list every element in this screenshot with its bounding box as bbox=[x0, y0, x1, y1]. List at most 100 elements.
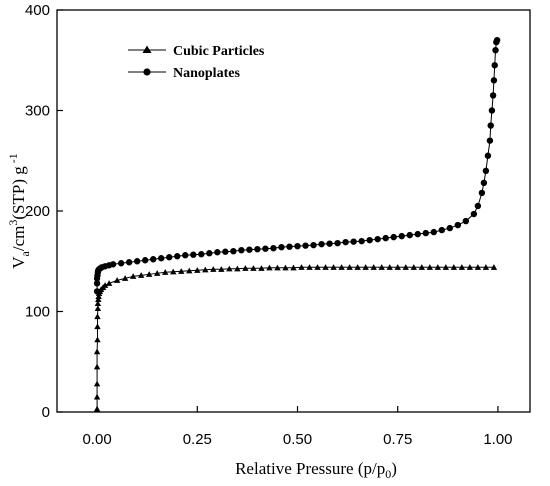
data-point-cubic-particles bbox=[101, 282, 109, 288]
data-point-cubic-particles bbox=[93, 363, 101, 370]
data-point-cubic-particles bbox=[370, 264, 377, 270]
data-point-nanoplates bbox=[390, 233, 397, 241]
data-point-nanoplates bbox=[141, 257, 149, 264]
data-point-cubic-particles bbox=[145, 271, 153, 277]
legend-marker-triangle bbox=[142, 45, 152, 53]
data-point-nanoplates bbox=[454, 221, 462, 229]
data-point-nanoplates bbox=[190, 251, 197, 258]
data-point-nanoplates bbox=[133, 258, 141, 265]
y-tick-label: 400 bbox=[25, 2, 50, 19]
legend-marker-circle bbox=[143, 68, 151, 76]
data-point-cubic-particles bbox=[402, 264, 409, 270]
data-point-cubic-particles bbox=[410, 264, 417, 270]
data-point-nanoplates bbox=[487, 122, 494, 129]
data-point-nanoplates bbox=[270, 244, 277, 252]
y-tick-label: 300 bbox=[25, 103, 50, 120]
data-point-nanoplates bbox=[484, 152, 492, 159]
data-point-nanoplates bbox=[406, 231, 413, 239]
data-point-nanoplates bbox=[222, 248, 229, 255]
data-point-nanoplates bbox=[125, 259, 133, 266]
data-point-cubic-particles bbox=[306, 264, 313, 270]
data-point-cubic-particles bbox=[129, 273, 137, 279]
series-layer bbox=[93, 36, 501, 412]
data-point-nanoplates bbox=[489, 92, 497, 99]
legend: Cubic Particles Nanoplates bbox=[128, 44, 265, 81]
data-point-nanoplates bbox=[492, 47, 499, 54]
data-point-cubic-particles bbox=[330, 264, 337, 270]
data-point-nanoplates bbox=[398, 232, 405, 240]
y-tick-label: 200 bbox=[25, 203, 50, 220]
data-point-nanoplates bbox=[198, 251, 205, 258]
data-point-cubic-particles bbox=[346, 264, 353, 270]
data-point-cubic-particles bbox=[113, 277, 121, 283]
x-axis-ticks: 0.00 0.25 0.50 0.75 1.00 bbox=[82, 406, 513, 448]
legend-entry-cubic-particles: Cubic Particles bbox=[128, 44, 265, 59]
data-point-nanoplates bbox=[488, 107, 496, 114]
y-axis-ticks: 0 100 200 300 400 bbox=[25, 2, 63, 421]
data-point-cubic-particles bbox=[418, 264, 425, 270]
data-point-cubic-particles bbox=[298, 264, 305, 270]
data-point-cubic-particles bbox=[137, 272, 145, 278]
data-point-cubic-particles bbox=[93, 380, 101, 387]
data-point-nanoplates bbox=[109, 261, 117, 268]
data-point-cubic-particles bbox=[426, 264, 433, 270]
data-point-cubic-particles bbox=[442, 264, 450, 270]
data-point-cubic-particles bbox=[250, 265, 257, 271]
data-point-cubic-particles bbox=[258, 265, 265, 271]
data-point-cubic-particles bbox=[322, 264, 329, 270]
data-point-cubic-particles bbox=[266, 264, 273, 271]
series-line-nanoplates bbox=[96, 39, 498, 292]
data-point-nanoplates bbox=[93, 288, 101, 295]
data-point-nanoplates bbox=[326, 240, 333, 247]
data-point-cubic-particles bbox=[210, 266, 217, 272]
data-point-cubic-particles bbox=[314, 264, 321, 270]
data-point-nanoplates bbox=[158, 255, 165, 262]
data-point-nanoplates bbox=[430, 228, 437, 236]
data-point-nanoplates bbox=[93, 280, 101, 287]
data-point-nanoplates bbox=[462, 217, 470, 225]
data-point-cubic-particles bbox=[95, 296, 102, 302]
data-point-cubic-particles bbox=[218, 266, 225, 272]
data-point-cubic-particles bbox=[274, 264, 281, 271]
data-point-cubic-particles bbox=[202, 266, 209, 273]
data-point-nanoplates bbox=[214, 249, 221, 256]
data-point-nanoplates bbox=[382, 234, 389, 242]
data-point-cubic-particles bbox=[121, 275, 129, 281]
data-point-nanoplates bbox=[302, 242, 309, 249]
data-point-nanoplates bbox=[262, 245, 269, 252]
data-point-cubic-particles bbox=[242, 265, 249, 271]
data-point-cubic-particles bbox=[386, 264, 393, 270]
data-point-cubic-particles bbox=[162, 269, 169, 275]
plot-area bbox=[93, 36, 501, 412]
data-point-cubic-particles bbox=[194, 267, 201, 273]
data-point-nanoplates bbox=[350, 238, 357, 245]
data-point-cubic-particles bbox=[94, 313, 101, 320]
data-point-nanoplates bbox=[286, 243, 293, 250]
legend-label-nanoplates: Nanoplates bbox=[173, 66, 240, 81]
data-point-nanoplates bbox=[480, 179, 488, 187]
data-point-nanoplates bbox=[342, 238, 349, 246]
data-point-cubic-particles bbox=[178, 268, 185, 274]
data-point-nanoplates bbox=[206, 250, 213, 257]
data-point-cubic-particles bbox=[94, 305, 102, 312]
data-point-cubic-particles bbox=[105, 280, 113, 286]
data-point-cubic-particles bbox=[490, 264, 498, 270]
data-point-nanoplates bbox=[182, 252, 189, 259]
data-point-cubic-particles bbox=[282, 264, 289, 271]
data-point-cubic-particles bbox=[482, 264, 490, 270]
x-tick-label: 0.75 bbox=[383, 431, 412, 448]
x-tick-label: 1.00 bbox=[483, 431, 512, 448]
data-point-nanoplates bbox=[482, 167, 490, 174]
data-point-nanoplates bbox=[490, 77, 498, 84]
data-point-nanoplates bbox=[491, 62, 498, 69]
data-point-nanoplates bbox=[478, 189, 486, 197]
data-point-nanoplates bbox=[358, 237, 365, 245]
data-point-nanoplates bbox=[166, 254, 173, 261]
data-point-nanoplates bbox=[254, 245, 261, 253]
x-tick-label: 0.50 bbox=[283, 431, 312, 448]
data-point-cubic-particles bbox=[170, 268, 177, 275]
data-point-nanoplates bbox=[246, 246, 253, 253]
data-point-cubic-particles bbox=[93, 348, 101, 355]
data-point-cubic-particles bbox=[95, 293, 102, 299]
